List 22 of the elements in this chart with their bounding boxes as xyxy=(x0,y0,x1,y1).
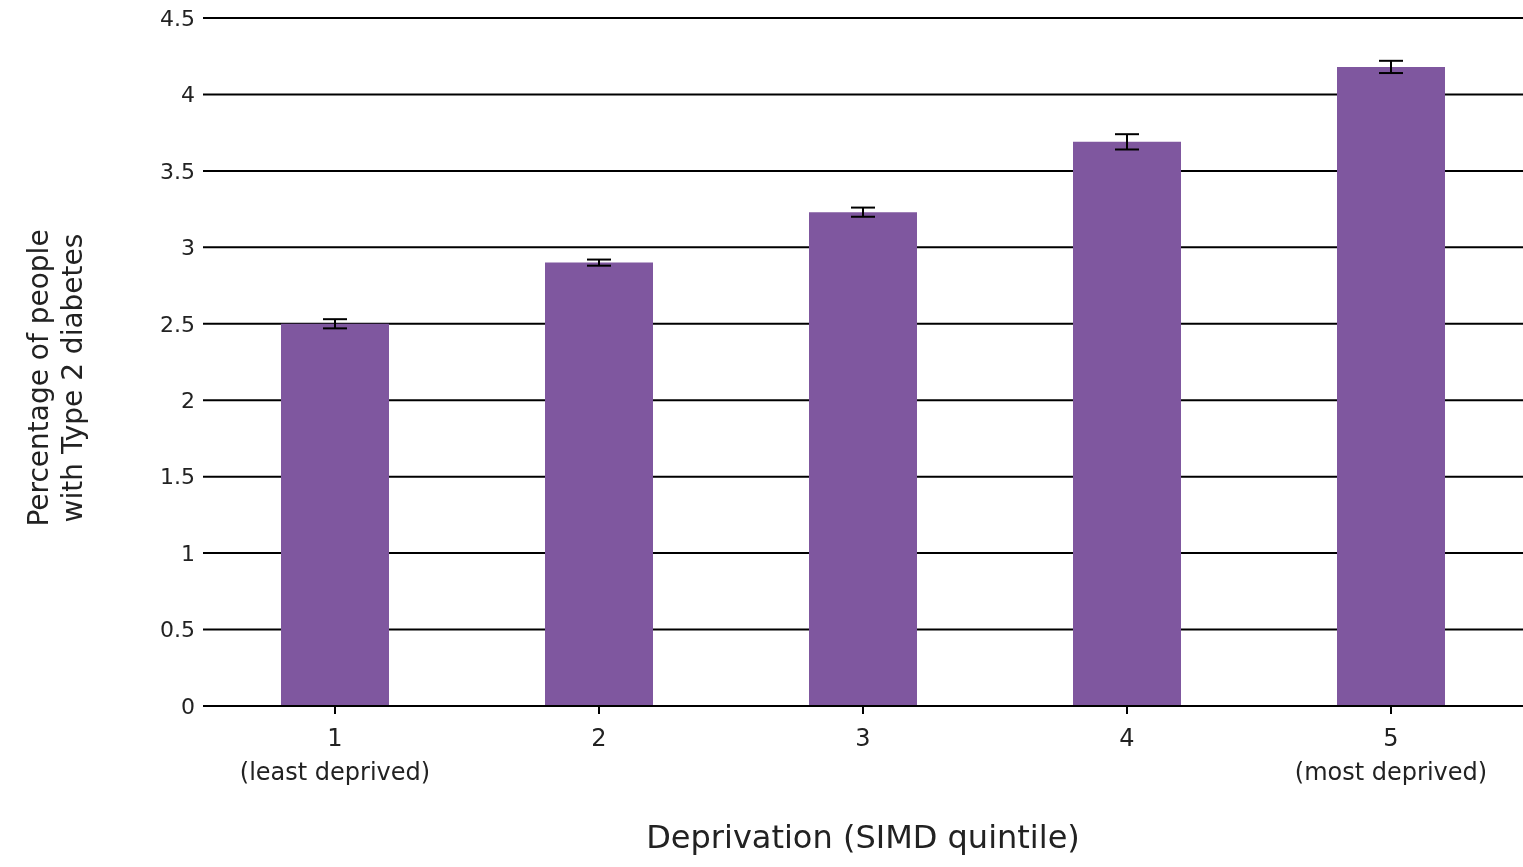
y-tick-label: 4 xyxy=(181,82,195,108)
x-tick-label: 4 xyxy=(1119,724,1135,752)
bar xyxy=(281,323,389,706)
x-tick-label: 5 (most deprived) xyxy=(1294,724,1488,786)
y-tick-label: 2 xyxy=(181,388,195,414)
x-tick-label: 1 (least deprived) xyxy=(239,724,431,786)
y-tick-label: 4.5 xyxy=(160,5,195,31)
bar xyxy=(1073,141,1181,706)
y-tick-label: 1.5 xyxy=(160,464,195,490)
y-tick-label: 1 xyxy=(181,540,195,566)
x-tick-label: 3 xyxy=(855,724,871,752)
y-tick-label: 3.5 xyxy=(160,158,195,184)
bar xyxy=(545,262,653,706)
y-tick-label: 0 xyxy=(181,693,195,719)
y-tick-label: 3 xyxy=(181,235,195,261)
x-axis-title: Deprivation (SIMD quintile) xyxy=(645,818,1081,856)
bar xyxy=(1337,66,1445,706)
y-tick-label: 2.5 xyxy=(160,311,195,337)
y-axis-title: Percentage of people with Type 2 diabetes xyxy=(22,229,89,527)
bar xyxy=(809,212,917,706)
x-tick-label: 2 xyxy=(591,724,607,752)
y-tick-label: 0.5 xyxy=(160,617,195,643)
